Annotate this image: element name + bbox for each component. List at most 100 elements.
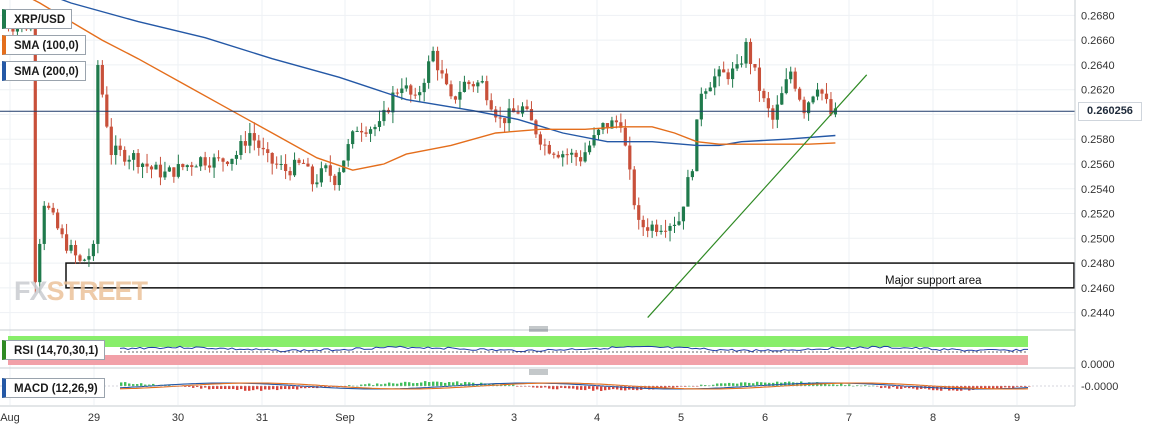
legend-sma200[interactable]: SMA (200,0) [2,61,86,81]
macd-bar [824,383,827,386]
macd-bar [184,386,187,387]
candle [690,169,694,181]
candle [753,63,757,72]
candle [735,54,739,72]
macd-bar [412,383,415,386]
macd-bar [124,382,127,386]
macd-bar [684,386,687,387]
macd-bar [676,386,679,388]
macd-bar [384,383,387,386]
legend-macd[interactable]: MACD (12,26,9) [2,378,105,398]
macd-bar [672,386,675,388]
candle-body [69,244,73,251]
candle [140,162,145,179]
candle-body [404,85,408,89]
candle-body [140,163,145,167]
legend-rsi[interactable]: RSI (14,70,30,1) [2,340,106,360]
macd-bar [192,386,195,388]
candle [458,81,462,109]
candle [386,107,391,114]
macd-bar [584,386,587,391]
macd-bar [220,386,223,389]
support-area-box [65,262,1075,289]
candle [413,87,417,99]
candle [333,173,337,191]
macd-bar [292,386,295,389]
macd-bar [348,385,351,386]
macd-bar [580,386,583,390]
candle [301,159,306,164]
candle [726,68,730,85]
macd-bar [408,382,411,386]
candle-body [547,144,551,154]
candle-body [346,144,350,161]
macd-bar [508,385,511,386]
candle [422,78,426,102]
macd-bar [264,386,267,390]
candle-body [431,50,435,62]
candle [261,137,265,156]
candle [38,238,42,293]
candle [722,61,726,73]
macd-bar [360,384,363,386]
candle-body [579,157,583,162]
candle-body [507,108,511,124]
legend-main[interactable]: XRP/USD [2,9,73,29]
candle [592,127,596,148]
macd-bar [244,386,247,391]
candle-body [306,163,310,167]
candle [42,201,46,251]
candle-body [739,63,744,65]
candle [225,160,230,167]
candle-body [516,112,520,114]
candle [212,153,216,178]
candle-body [418,92,422,96]
macd-bar [996,386,999,389]
macd-bar [464,381,467,386]
candle-body [123,149,127,162]
macd-bar [552,386,555,390]
candle [181,163,185,171]
candle-body [230,158,234,165]
macd-bar [988,386,991,390]
candle [306,157,310,167]
candle-body [395,92,399,94]
candle [565,148,569,165]
date-tick-label: 29 [88,412,100,424]
candle [96,60,100,254]
rsi-overbought-band [8,336,1028,347]
candle-body [167,167,171,172]
candle [556,151,560,159]
candle [681,206,686,230]
macd-bar [448,382,451,386]
macd-bar [856,385,859,386]
candle [507,98,511,132]
candle [815,82,820,101]
candle [587,140,592,155]
candle [762,88,766,103]
macd-bar [188,386,191,387]
candle-body [158,164,163,178]
candle-body [449,84,453,97]
candle [105,86,109,129]
candle-body [775,104,779,120]
candle-body [368,129,373,134]
date-tick-label: 6 [762,412,768,424]
candle-body [708,87,712,92]
candle [127,155,131,170]
macd-bar [400,382,403,386]
macd-bar [976,386,979,390]
legend-sma100[interactable]: SMA (100,0) [2,35,86,55]
macd-bar [152,383,155,386]
candle-body [145,163,149,167]
candle [748,38,753,75]
macd-bar [216,386,219,389]
candle-body [543,144,547,146]
candle-body [328,165,332,176]
candle-body [257,140,261,148]
macd-bar [880,386,883,389]
candle-body [208,165,212,168]
candle [400,78,404,100]
candle [292,152,297,178]
